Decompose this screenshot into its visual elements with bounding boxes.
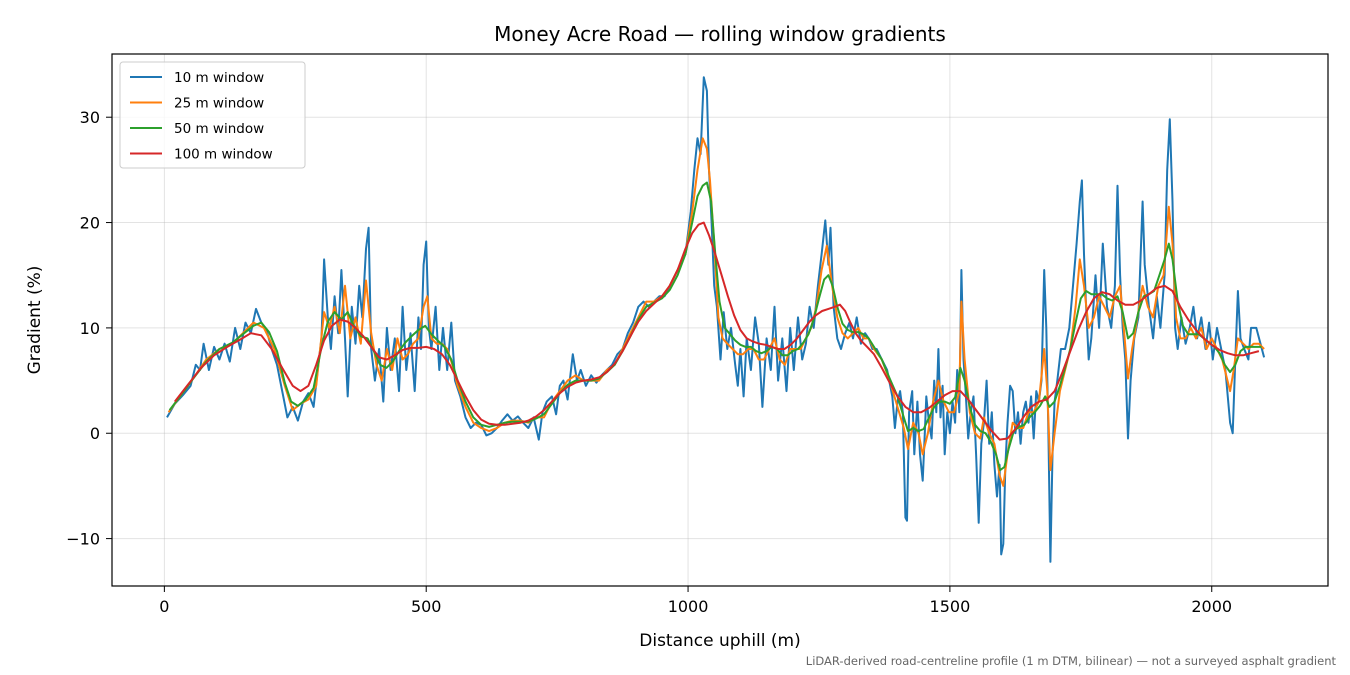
x-tick-label: 0 [159, 597, 169, 616]
x-tick-label: 1500 [930, 597, 971, 616]
y-tick-label: −10 [66, 530, 100, 549]
series-line-4 [174, 221, 1260, 441]
series-line-2 [167, 137, 1265, 487]
series-lines [166, 76, 1266, 563]
y-tick-label: 0 [90, 424, 100, 443]
grid [112, 54, 1328, 586]
legend-label: 10 m window [174, 70, 264, 86]
y-axis-label: Gradient (%) [25, 266, 45, 375]
x-axis-label: Distance uphill (m) [639, 631, 800, 651]
x-tick-label: 2000 [1191, 597, 1232, 616]
y-tick-label: 30 [80, 108, 100, 127]
legend-label: 100 m window [174, 147, 273, 163]
x-tick-label: 1000 [668, 597, 709, 616]
chart-title: Money Acre Road — rolling window gradien… [494, 22, 946, 46]
y-tick-label: 20 [80, 214, 100, 233]
legend: 10 m window 25 m window 50 m window 100 m w… [119, 61, 306, 169]
footnote: LiDAR-derived road-centreline profile (1… [806, 654, 1337, 668]
y-tick-label: 10 [80, 319, 100, 338]
plot-area-frame [111, 53, 1329, 587]
legend-box [119, 61, 306, 169]
x-tick-label: 500 [411, 597, 442, 616]
legend-label: 50 m window [174, 121, 264, 137]
legend-label: 25 m window [174, 96, 264, 112]
series-line-3 [168, 181, 1262, 472]
series-line-1 [166, 76, 1266, 563]
axis-ticks: 0 500 1000 1500 2000 −10 0 10 20 30 [66, 108, 1232, 616]
